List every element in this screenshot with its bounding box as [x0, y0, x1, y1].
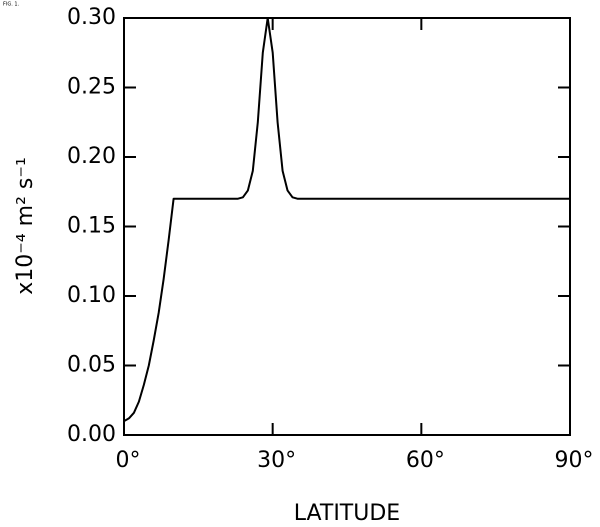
- data-line: [123, 17, 570, 422]
- x-tick-label: 30°: [257, 448, 296, 473]
- figure-label: FIG. 1.: [3, 2, 20, 8]
- y-tick-label: 0.05: [67, 353, 116, 378]
- plot-frame: [123, 17, 571, 436]
- y-tick-label: 0.30: [67, 5, 116, 30]
- y-tick-label: 0.20: [67, 144, 116, 169]
- y-tick-label: 0.15: [67, 214, 116, 239]
- y-tick-label: 0.10: [67, 283, 116, 308]
- x-tick-label: 90°: [555, 448, 594, 473]
- y-axis-label: x10⁻⁴ m² s⁻¹: [13, 157, 38, 295]
- x-axis-label: LATITUDE: [294, 501, 400, 526]
- x-tick-label: 60°: [406, 448, 445, 473]
- y-tick-label: 0.00: [67, 422, 116, 447]
- x-tick-label: 0°: [116, 448, 141, 473]
- y-tick-label: 0.25: [67, 75, 116, 100]
